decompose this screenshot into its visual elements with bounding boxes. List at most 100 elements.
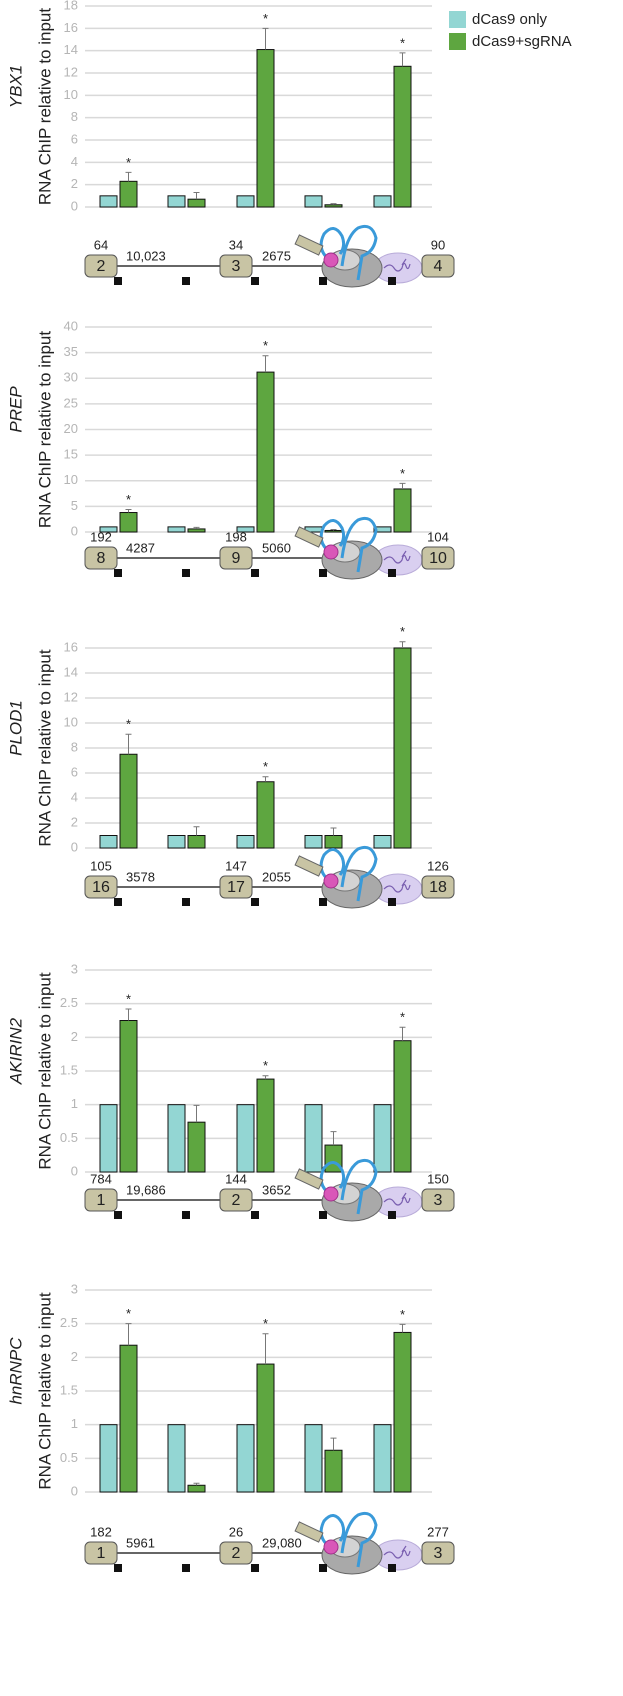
y-tick-label: 5	[71, 498, 78, 513]
probe-marker	[182, 1211, 190, 1219]
probe-marker	[319, 1211, 327, 1219]
probe-marker	[251, 277, 259, 285]
exon-length: 784	[90, 1171, 112, 1186]
y-tick-label: 3	[71, 1281, 78, 1296]
y-tick-label: 1	[71, 1416, 78, 1431]
probe-marker	[114, 898, 122, 906]
error-bar	[330, 203, 337, 205]
probe-marker	[388, 1564, 396, 1572]
gene-name: PREP	[6, 386, 25, 433]
intron-length: 2055	[262, 869, 291, 884]
y-tick-label: 1.5	[60, 1382, 78, 1397]
bar	[236, 1104, 255, 1173]
exon-length: 26	[229, 1524, 243, 1539]
dna-target	[294, 1521, 324, 1543]
bar	[99, 195, 118, 208]
significance-marker: *	[126, 991, 131, 1006]
significance-marker: *	[400, 624, 405, 639]
error-bar	[262, 1333, 269, 1365]
exon-length: 34	[229, 237, 243, 252]
significance-marker: *	[263, 1316, 268, 1331]
bar	[119, 512, 138, 533]
exon-box	[421, 1188, 455, 1212]
bar	[167, 195, 186, 208]
probe-marker	[251, 898, 259, 906]
exon-label: 1	[97, 1192, 106, 1209]
error-bar	[193, 826, 200, 836]
error-bar	[399, 1026, 406, 1041]
bar	[99, 526, 118, 533]
y-tick-label: 6	[71, 131, 78, 146]
error-bar	[330, 1437, 337, 1451]
exon-length: 105	[90, 858, 112, 873]
exon-box	[421, 254, 455, 278]
probe-marker	[114, 569, 122, 577]
y-tick-label: 2	[71, 1029, 78, 1044]
error-bar	[125, 733, 132, 755]
probe-marker	[319, 569, 327, 577]
bar	[373, 1104, 392, 1173]
exon-length: 198	[225, 529, 247, 544]
intron-length: 4287	[126, 540, 155, 555]
y-tick-label: 14	[64, 664, 78, 679]
bar	[304, 195, 323, 208]
error-bar	[399, 482, 406, 489]
significance-marker: *	[400, 35, 405, 50]
exon-label: 1	[97, 1545, 106, 1562]
y-tick-label: 20	[64, 421, 78, 436]
y-tick-label: 4	[71, 789, 78, 804]
y-axis-label: RNA ChIP relative to input	[35, 649, 54, 846]
intron-length: 3652	[262, 1182, 291, 1197]
bar	[167, 835, 186, 849]
exon-box	[219, 546, 253, 570]
y-tick-label: 25	[64, 395, 78, 410]
y-tick-label: 1.5	[60, 1062, 78, 1077]
bar	[393, 1331, 412, 1493]
exon-label: 3	[434, 1192, 443, 1209]
y-tick-label: 8	[71, 739, 78, 754]
error-bar	[193, 526, 200, 529]
bar	[393, 65, 412, 208]
bar	[187, 1121, 206, 1173]
probe-marker	[388, 569, 396, 577]
error-bar	[262, 776, 269, 782]
y-tick-label: 1	[71, 1096, 78, 1111]
gene-name: YBX1	[6, 65, 25, 108]
error-bar	[399, 641, 406, 648]
exon-box	[84, 875, 118, 899]
error-bar	[330, 827, 337, 836]
exon-label: 2	[232, 1545, 241, 1562]
y-axis-label: RNA ChIP relative to input	[35, 972, 54, 1169]
y-tick-label: 3	[71, 961, 78, 976]
error-bar	[125, 508, 132, 513]
y-tick-label: 14	[64, 42, 78, 57]
significance-marker: *	[126, 717, 131, 732]
probe-marker	[319, 898, 327, 906]
y-tick-label: 2	[71, 814, 78, 829]
exon-length: 150	[427, 1171, 449, 1186]
y-tick-label: 2.5	[60, 1315, 78, 1330]
bar	[324, 1449, 343, 1493]
exon-length: 147	[225, 858, 247, 873]
bar	[236, 835, 255, 849]
probe-marker	[388, 277, 396, 285]
error-bar	[193, 1482, 200, 1486]
y-axis-label: RNA ChIP relative to input	[35, 1292, 54, 1489]
y-tick-label: 40	[64, 318, 78, 333]
exon-label: 9	[232, 550, 241, 567]
y-tick-label: 16	[64, 20, 78, 35]
significance-marker: *	[400, 466, 405, 481]
bar	[236, 195, 255, 208]
y-tick-label: 2	[71, 1349, 78, 1364]
bar	[99, 835, 118, 849]
bar	[324, 204, 343, 208]
exon-length: 192	[90, 529, 112, 544]
dna-target	[294, 526, 324, 548]
intron-length: 5060	[262, 540, 291, 555]
exon-label: 16	[92, 879, 110, 896]
error-bar	[262, 355, 269, 373]
protein-part	[323, 1539, 339, 1555]
significance-marker: *	[263, 759, 268, 774]
probe-marker	[388, 1211, 396, 1219]
significance-marker: *	[400, 1307, 405, 1322]
